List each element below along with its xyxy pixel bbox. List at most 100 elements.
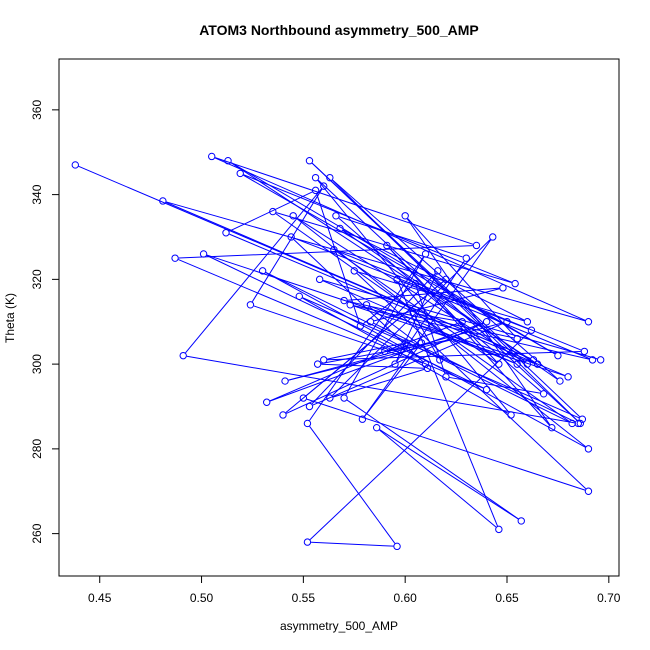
data-point <box>596 356 605 364</box>
series-segment <box>364 345 420 417</box>
x-tick-label: 0.50 <box>190 591 214 605</box>
data-point <box>452 334 460 343</box>
series-segment <box>302 297 509 414</box>
data-point <box>320 356 328 364</box>
series-segment <box>312 322 504 406</box>
data-point <box>513 334 521 343</box>
data-point <box>383 241 391 250</box>
data-point <box>574 419 582 428</box>
data-point <box>442 275 450 284</box>
data-point <box>311 173 320 182</box>
data-point <box>442 373 450 381</box>
series-segment <box>269 343 403 402</box>
series-segment <box>276 212 512 284</box>
data-point <box>409 309 418 317</box>
y-tick-label: 320 <box>30 269 44 289</box>
series-segment <box>364 239 492 417</box>
data-point <box>315 275 324 284</box>
data-point <box>295 292 303 301</box>
y-tick-label: 280 <box>30 439 44 459</box>
series-segment <box>338 217 542 392</box>
series-segment <box>373 322 576 423</box>
data-point <box>458 318 466 326</box>
data-point <box>358 415 367 423</box>
series-segment <box>321 363 425 369</box>
data-point <box>281 377 289 385</box>
data-point <box>326 173 334 182</box>
data-point <box>350 267 358 275</box>
data-point <box>584 318 593 326</box>
data-point <box>303 538 312 546</box>
data-point <box>287 233 295 241</box>
series-segment <box>302 297 580 419</box>
series-segment <box>285 281 444 414</box>
x-tick-label: 0.55 <box>292 591 316 605</box>
data-point <box>199 250 208 258</box>
data-point <box>513 360 521 368</box>
data-point <box>568 419 576 428</box>
series-segment <box>369 305 515 364</box>
series-segment <box>342 230 558 380</box>
data-point <box>529 356 538 364</box>
y-tick-label: 260 <box>30 523 44 543</box>
data-point <box>179 351 187 360</box>
data-point <box>299 394 308 402</box>
series-segment <box>316 193 360 323</box>
data-point <box>523 318 532 326</box>
chart-title: ATOM3 Northbound asymmetry_500_AMP <box>199 22 479 38</box>
data-point <box>434 267 442 275</box>
data-point <box>578 415 587 423</box>
data-point <box>313 360 322 368</box>
data-point <box>171 254 179 262</box>
series-segment <box>346 399 519 520</box>
data-point <box>411 279 420 288</box>
series-segment <box>269 322 484 402</box>
series-segment <box>306 398 586 491</box>
series-segment <box>333 368 425 398</box>
data-point <box>356 322 365 330</box>
series-segment <box>369 306 438 359</box>
series-segment <box>388 247 550 426</box>
series-segment <box>332 179 558 380</box>
data-point <box>372 423 381 432</box>
data-point <box>393 275 401 284</box>
data-point <box>362 301 371 309</box>
data-point <box>482 385 491 394</box>
data-point <box>588 356 597 364</box>
series-segment <box>309 256 424 421</box>
x-axis-label: asymmetry_500_AMP <box>280 619 398 633</box>
series-segment <box>332 239 491 396</box>
data-point <box>222 229 230 237</box>
series-segment <box>400 280 590 359</box>
series-segment <box>388 322 460 351</box>
data-point <box>556 377 564 385</box>
data-point <box>472 241 481 250</box>
series-segment <box>379 429 497 528</box>
series-segment <box>347 300 514 339</box>
y-tick-label: 360 <box>30 100 44 120</box>
data-point <box>326 394 334 402</box>
data-point <box>580 347 589 356</box>
series-segment <box>295 217 586 448</box>
data-point <box>423 364 432 373</box>
data-point <box>303 419 312 428</box>
data-point <box>482 318 491 326</box>
data-point <box>340 394 348 402</box>
data-point <box>246 301 255 309</box>
series-segment <box>288 339 453 381</box>
data-point <box>263 398 271 406</box>
data-point <box>401 339 409 347</box>
data-point <box>517 517 525 525</box>
series-segment <box>396 273 437 362</box>
series-segment <box>337 250 582 351</box>
data-point <box>289 212 297 220</box>
series-segment <box>311 162 581 418</box>
series-segment <box>327 343 402 360</box>
y-axis: 260 280 300 320 340 360 <box>30 100 59 544</box>
series-segment <box>362 285 413 325</box>
data-point <box>332 212 340 220</box>
data-point <box>236 169 244 178</box>
data-point <box>436 356 444 364</box>
data-point <box>584 445 593 453</box>
data-point <box>311 186 320 195</box>
